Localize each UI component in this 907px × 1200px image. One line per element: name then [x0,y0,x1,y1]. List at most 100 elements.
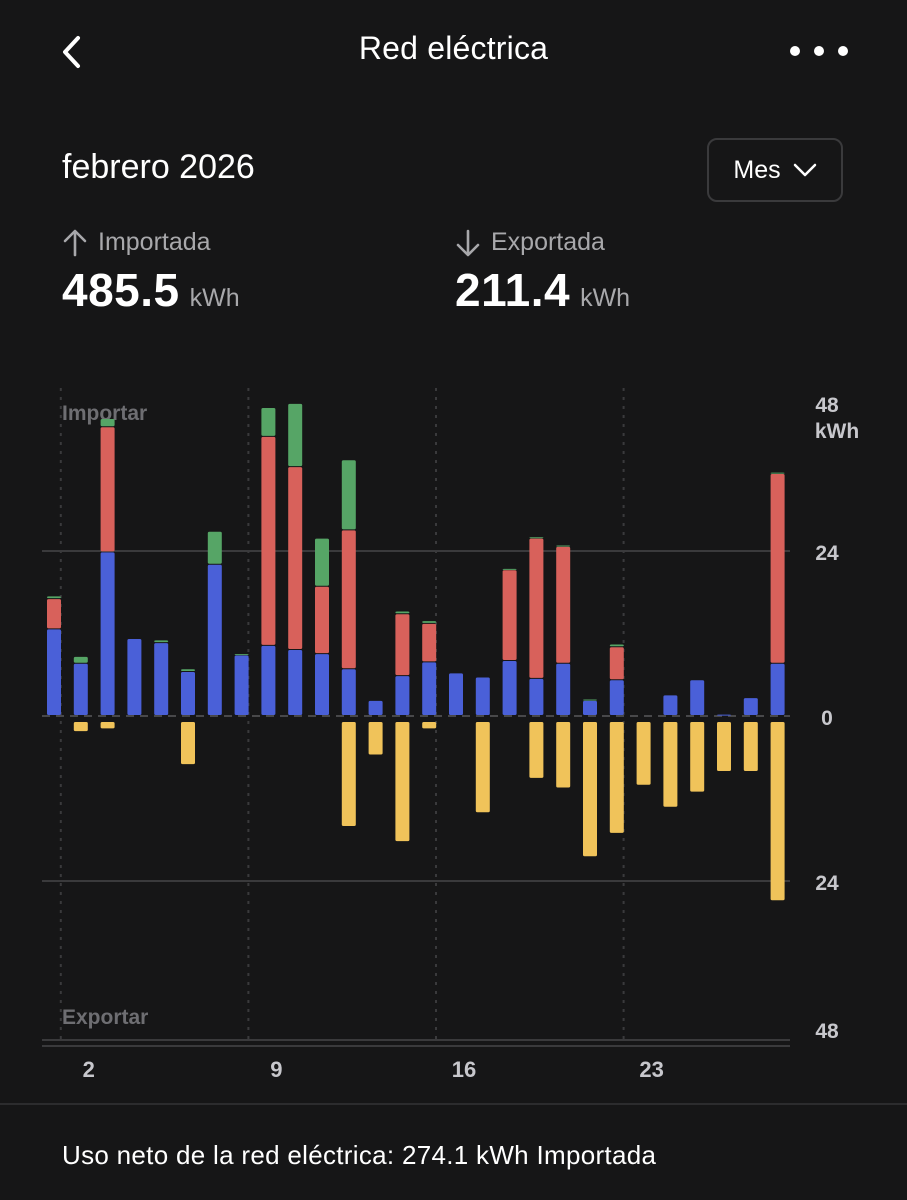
exported-stat: Exportada 211.4 kWh [455,228,630,317]
import-bar-green [261,408,276,436]
import-bar-blue [181,672,195,715]
y-tick-label: 0 [821,707,833,730]
imported-label: Importada [98,228,211,256]
import-bar-blue [341,669,356,715]
import-bar-red [422,623,437,662]
y-tick-label: 24 [815,542,839,565]
page-title: Red eléctrica [358,30,549,66]
import-bar-blue [261,645,276,715]
import-bar-blue [73,663,88,715]
imported-value: 485.5 [62,264,180,316]
export-bar-yellow [663,722,678,807]
import-bar-blue [475,677,490,715]
import-bar-red [609,647,624,680]
import-bar-green [556,545,571,547]
import-bar-red [395,614,410,676]
import-bar-green [395,611,410,614]
import-bar-blue [100,552,115,715]
import-bar-blue [288,650,303,715]
imported-stat: Importada 485.5 kWh [62,228,240,317]
export-bar-yellow [341,722,356,826]
export-bar-yellow [529,722,544,778]
arrow-up-icon [63,229,87,256]
import-annotation: Importar [62,402,147,425]
import-bar-blue [743,698,758,715]
export-bar-yellow [181,722,195,765]
import-bar-blue [583,700,597,715]
export-bar-yellow [73,722,88,732]
import-bar-red [288,467,303,649]
import-bar-blue [609,680,624,715]
import-bar-blue [663,695,678,715]
export-bar-yellow [475,722,490,813]
import-bar-green [502,568,517,570]
import-bar-red [100,427,115,552]
chevron-left-icon [63,36,80,68]
x-tick-label: 2 [83,1057,95,1082]
chevron-down-icon [793,163,816,177]
export-annotation: Exportar [62,1006,148,1029]
x-tick-label: 23 [639,1057,663,1082]
exported-unit: kWh [580,284,631,312]
import-bar-red [502,570,517,660]
more-horizontal-icon [790,46,800,56]
import-bar-green [181,669,195,671]
export-bar-yellow [100,722,115,729]
footer-divider [0,1103,907,1105]
import-bar-red [770,474,785,663]
more-dot [838,46,848,56]
more-dot [814,46,824,56]
import-bar-blue [556,663,571,715]
import-bar-blue [127,639,142,715]
import-bar-blue [315,654,329,715]
import-bar-red [556,546,571,663]
x-tick-label: 16 [452,1057,476,1082]
net-usage-summary: Uso neto de la red eléctrica: 274.1 kWh … [62,1140,657,1170]
export-bar-yellow [609,722,624,833]
import-bar-green [47,596,61,599]
import-bar-blue [395,676,410,715]
import-bar-green [154,640,169,643]
import-bar-red [315,586,329,654]
import-bar-red [261,436,276,645]
more-options-button[interactable] [790,30,848,72]
import-bar-green [341,460,356,530]
import-bar-green [315,538,329,586]
export-bar-yellow [422,722,437,729]
y-tick-label: 48 [815,1020,839,1043]
export-bar-yellow [368,722,383,755]
x-tick-label: 9 [270,1057,282,1082]
import-bar-green [207,531,222,564]
import-bar-green [422,621,437,623]
export-bar-yellow [770,722,785,901]
import-bar-blue [422,662,437,715]
import-bar-green [583,699,597,701]
export-bar-yellow [743,722,758,771]
range-select[interactable]: Mes [707,138,843,202]
import-bar-blue [47,629,61,715]
import-bar-green [100,419,115,427]
import-bar-blue [368,700,383,715]
import-bar-green [73,656,88,663]
import-bar-blue [690,680,705,715]
import-bar-blue [234,655,249,715]
import-bar-red [47,599,61,629]
back-button[interactable] [52,28,92,76]
import-bar-green [234,654,249,656]
y-tick-label: 24 [815,872,839,895]
import-bar-blue [770,663,785,715]
export-bar-yellow [690,722,705,792]
period-label: febrero 2026 [62,148,255,186]
export-bar-yellow [583,722,597,857]
import-bar-blue [529,678,544,715]
imported-unit: kWh [189,284,240,312]
import-bar-green [529,537,544,539]
grid-chart[interactable]: Importar Exportar 48 24 0 kWh 24 48 2 9 16 23 [0,380,907,1100]
import-bar-green [609,644,624,647]
arrow-down-icon [456,229,480,256]
export-bar-yellow [556,722,571,788]
grid-chart-svg: Importar Exportar 48 24 0 kWh 24 48 2 9 16 23 [42,388,859,1082]
export-bar-yellow [717,722,731,771]
import-bar-red [341,530,356,669]
import-bar-green [288,403,303,467]
